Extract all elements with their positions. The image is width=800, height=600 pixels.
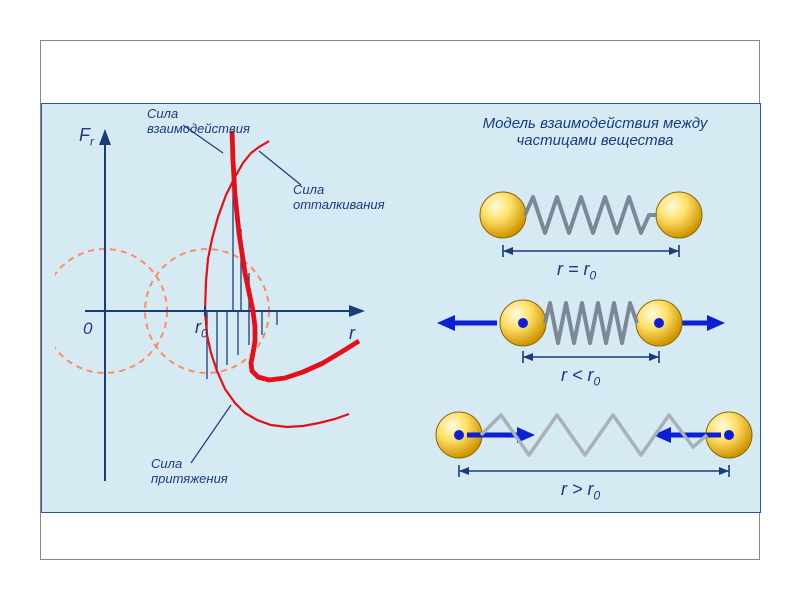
figure-canvas: Fr r 0 r0 Силавзаимодействия Силаотталки…	[40, 40, 760, 560]
label-repulsion: Силаотталкивания	[293, 183, 385, 213]
origin-label: 0	[83, 319, 92, 339]
model-compressed	[437, 300, 725, 363]
eq-r-gt-r0: r > r0	[561, 479, 600, 503]
eq-r-lt-r0: r < r0	[561, 365, 600, 389]
axis-label-force: Fr	[79, 125, 94, 149]
label-interaction: Силавзаимодействия	[147, 107, 250, 137]
label-attraction: Силапритяжения	[151, 457, 228, 487]
model-equilibrium	[480, 192, 702, 257]
axis-label-r: r	[349, 323, 355, 344]
eq-r-eq-r0: r = r0	[557, 259, 596, 283]
r0-label: r0	[195, 317, 208, 341]
model-stretched	[436, 412, 752, 477]
spring-models	[401, 137, 761, 537]
